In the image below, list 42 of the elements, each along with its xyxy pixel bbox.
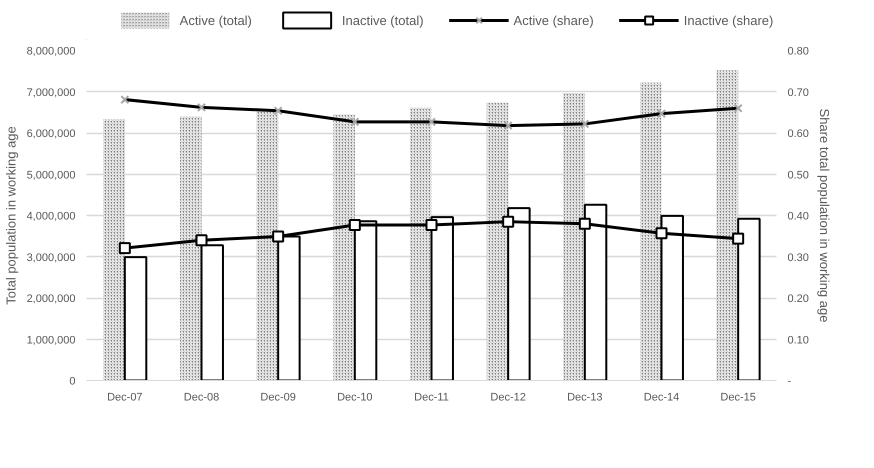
x-tick-label: Dec-10 bbox=[337, 392, 373, 404]
x-tick-label: Dec-14 bbox=[644, 392, 680, 404]
x-tick-label: Dec-11 bbox=[414, 392, 449, 404]
y2-tick-label: 0.10 bbox=[788, 334, 809, 346]
legend-label: Inactive (share) bbox=[684, 12, 774, 28]
y2-tick-label: 0.60 bbox=[788, 128, 809, 140]
point bbox=[656, 227, 668, 240]
point bbox=[502, 216, 514, 228]
y2-tick-label: 0.40 bbox=[788, 210, 809, 222]
point bbox=[426, 218, 438, 231]
y2-tick-label: 0.80 bbox=[788, 46, 809, 58]
y-axis-title: Total population in working age bbox=[4, 126, 19, 305]
x-tick-label: Dec-13 bbox=[567, 392, 603, 404]
point bbox=[732, 232, 744, 245]
legend-label: Active (total) bbox=[180, 12, 252, 28]
y2-tick-label: - bbox=[788, 376, 792, 388]
x-tick-label: Dec-07 bbox=[107, 392, 143, 404]
y-tick-label: 3,000,000 bbox=[26, 252, 76, 264]
y-tick-label: 0 bbox=[69, 376, 76, 388]
y-tick-label: 6,000,000 bbox=[26, 128, 76, 140]
x-tick-label: Dec-12 bbox=[490, 392, 526, 404]
y-tick-label: 8,000,000 bbox=[26, 46, 76, 58]
legend-label: Active (share) bbox=[514, 12, 594, 28]
x-tick-label: Dec-08 bbox=[184, 392, 220, 404]
point bbox=[196, 234, 208, 246]
point bbox=[272, 230, 284, 243]
y-tick-label: 7,000,000 bbox=[26, 86, 76, 99]
y2-tick-label: 0.30 bbox=[788, 252, 809, 264]
y-tick-label: 1,000,000 bbox=[26, 334, 76, 346]
x-tick-label: Dec-15 bbox=[720, 392, 756, 404]
y2-axis-title: Share total population in working age bbox=[816, 108, 832, 322]
point bbox=[118, 242, 131, 254]
point bbox=[348, 218, 361, 231]
y2-tick-label: 0.20 bbox=[788, 293, 809, 305]
y-tick-label: 2,000,000 bbox=[26, 293, 76, 305]
y2-tick-label: 0.70 bbox=[788, 86, 809, 99]
x-tick-label: Dec-09 bbox=[260, 392, 296, 404]
legend-label: Inactive (total) bbox=[342, 12, 424, 28]
y-tick-label: 4,000,000 bbox=[26, 210, 76, 222]
y2-tick-label: 0.50 bbox=[788, 169, 809, 182]
y-tick-label: 5,000,000 bbox=[26, 169, 76, 182]
point bbox=[578, 218, 591, 230]
